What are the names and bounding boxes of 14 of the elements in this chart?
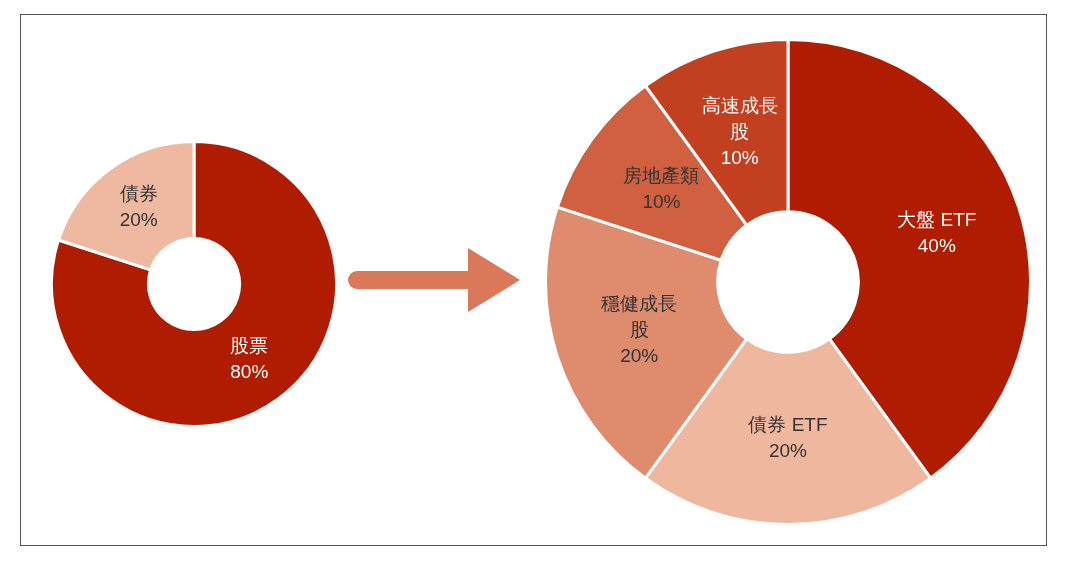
- slice-label: 債券: [119, 183, 158, 205]
- slice-label: 房地產類: [623, 165, 700, 187]
- slice-label: 穩健成長股: [601, 292, 678, 340]
- data-label: 40%: [917, 234, 956, 256]
- data-label: 20%: [620, 344, 659, 366]
- data-label: 10%: [720, 147, 759, 169]
- slice-label: 大盤 ETF: [897, 208, 977, 230]
- data-label: 10%: [642, 191, 681, 213]
- slice-label: 股票: [230, 335, 269, 357]
- data-label: 20%: [768, 439, 808, 461]
- data-label: 80%: [230, 361, 269, 383]
- slice-label: 高速成長股: [701, 95, 778, 143]
- data-label: 20%: [119, 209, 158, 231]
- slice-label: 債券 ETF: [748, 413, 828, 435]
